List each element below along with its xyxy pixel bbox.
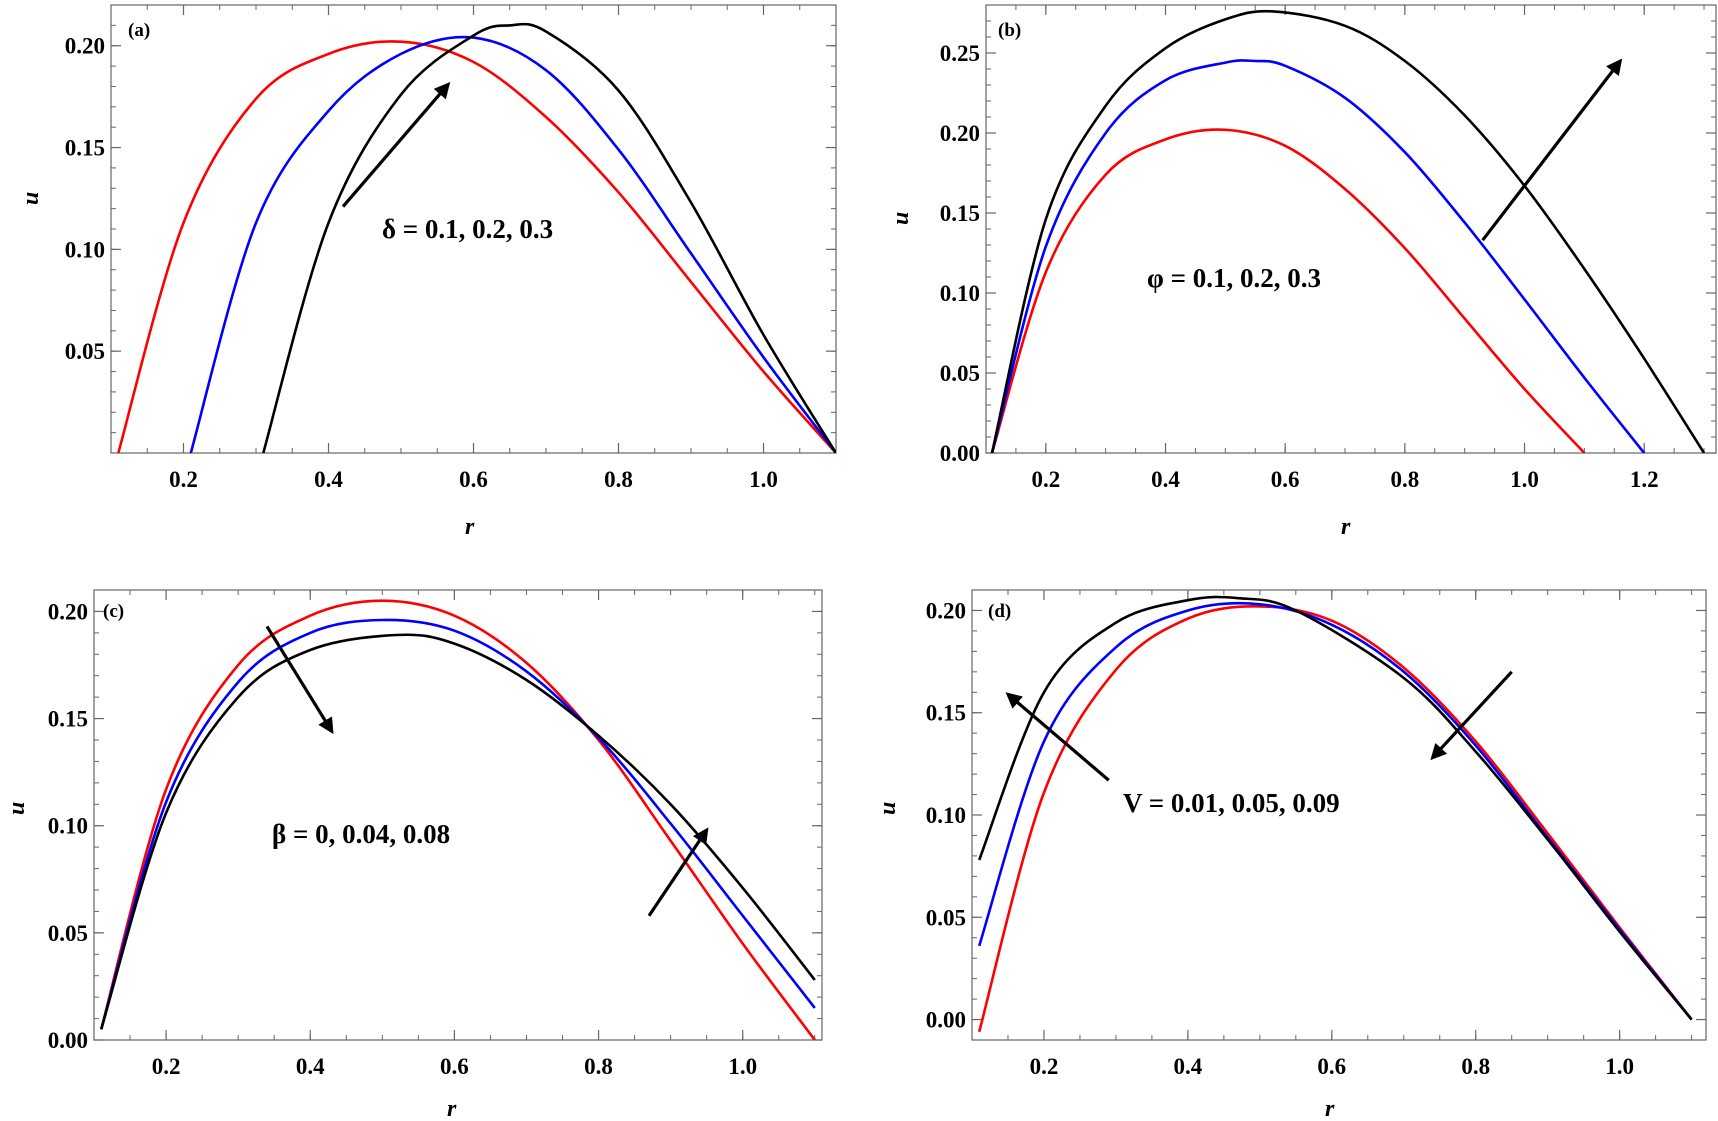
panel-c-xtick-label: 1.0 <box>728 1054 757 1079</box>
panel-b-label: (b) <box>998 20 1021 41</box>
panel-a-ytick-label: 0.05 <box>65 339 105 364</box>
panel-c-ytick-label: 0.10 <box>48 814 88 839</box>
panel-b-xtick-label: 1.0 <box>1510 467 1539 492</box>
panel-d-xtick-label: 0.2 <box>1030 1054 1059 1079</box>
panel-c-frame <box>93 589 823 1041</box>
panel-b-ytick-label: 0.05 <box>940 361 980 386</box>
panel-d-series-3-line <box>977 595 1693 1021</box>
panel-b-ytick-label: 0.00 <box>940 441 980 466</box>
panel-b-ytick-label: 0.10 <box>940 281 980 306</box>
panel-d-ytick-label: 0.10 <box>926 803 966 828</box>
panel-c-xtick-label: 0.8 <box>584 1054 613 1079</box>
panel-b-xtick-label: 0.2 <box>1031 467 1060 492</box>
panel-a-label: (a) <box>128 20 150 41</box>
panel-c-xtick-label: 0.2 <box>152 1054 181 1079</box>
panel-c-xtick-label: 0.4 <box>296 1054 325 1079</box>
panel-c-series-1-line <box>99 599 816 1040</box>
panel-b-arrow-1 <box>1481 58 1623 242</box>
panel-d-xtick-label: 0.4 <box>1174 1054 1203 1079</box>
panel-d-ytick-label: 0.20 <box>926 598 966 623</box>
panel-c-series-2-line <box>99 618 816 1030</box>
panel-b-series-1-line <box>990 128 1586 453</box>
panel-b-xtick-label: 0.4 <box>1151 467 1180 492</box>
panel-b-frame <box>985 4 1717 454</box>
panel-c-annotation: β = 0, 0.04, 0.08 <box>272 819 450 849</box>
panel-b-xtick-label: 1.2 <box>1630 467 1659 492</box>
panel-d-arrow-1 <box>1005 692 1110 782</box>
panel-b-ytick-label: 0.15 <box>940 201 980 226</box>
panel-d-arrow-2 <box>1430 670 1513 761</box>
panel-d: (d) V = 0.01, 0.05, 0.09 r u 0.2 0.4 0.6 0.… <box>875 589 1707 1121</box>
panel-b-xtick-label: 0.6 <box>1271 467 1300 492</box>
panel-a-annotation: δ = 0.1, 0.2, 0.3 <box>382 214 553 244</box>
panel-d-ylabel: u <box>875 802 901 815</box>
panel-a-ytick-label: 0.10 <box>65 237 105 262</box>
panel-d-label: (d) <box>988 601 1011 622</box>
panel-c-series-3-line <box>99 633 816 1030</box>
panel-b: (b) φ = 0.1, 0.2, 0.3 r u 0.2 0.4 0.6 0.8 1.… <box>888 4 1717 540</box>
panel-a-xtick-label: 0.6 <box>459 467 488 492</box>
panel-c-ylabel: u <box>4 802 30 815</box>
panel-a-series-1-line <box>117 40 836 453</box>
panel-c-ytick-label: 0.15 <box>48 707 88 732</box>
panel-a-xtick-label: 0.2 <box>169 467 198 492</box>
panel-a-arrow-1 <box>341 81 451 208</box>
panel-c-xtick-label: 0.6 <box>440 1054 469 1079</box>
panel-b-ylabel: u <box>888 212 914 225</box>
panel-a-series-3-line <box>262 22 836 453</box>
panel-a-xlabel: r <box>465 514 475 540</box>
panel-c-ytick-label: 0.05 <box>48 921 88 946</box>
panel-c-ytick-label: 0.00 <box>48 1028 88 1053</box>
panel-a-xtick-label: 0.8 <box>604 467 633 492</box>
panel-a-xtick-label: 0.4 <box>314 467 343 492</box>
panel-a: (a) δ = 0.1, 0.2, 0.3 r u 0.2 0.4 0.6 0.8 1.… <box>18 4 837 540</box>
panel-d-ytick-label: 0.00 <box>926 1008 966 1033</box>
panel-a-ytick-label: 0.15 <box>65 136 105 161</box>
panel-a-series-2-line <box>189 35 836 453</box>
panel-c-arrow-2 <box>647 827 709 917</box>
panel-c-xlabel: r <box>447 1096 457 1121</box>
panel-d-xtick-label: 0.8 <box>1461 1054 1490 1079</box>
panel-d-xlabel: r <box>1325 1096 1335 1121</box>
panel-a-xtick-label: 1.0 <box>749 467 778 492</box>
panel-c-label: (c) <box>103 601 124 622</box>
panel-b-xtick-label: 0.8 <box>1390 467 1419 492</box>
panel-b-ytick-label: 0.20 <box>940 121 980 146</box>
panel-b-series-2-line <box>990 59 1646 453</box>
panel-d-xtick-label: 1.0 <box>1605 1054 1634 1079</box>
panel-d-xtick-label: 0.6 <box>1317 1054 1346 1079</box>
panel-c: (c) β = 0, 0.04, 0.08 r u 0.2 0.4 0.6 0.8 1.… <box>4 589 823 1121</box>
panel-c-arrow-1 <box>265 625 334 735</box>
panel-b-annotation: φ = 0.1, 0.2, 0.3 <box>1147 263 1321 293</box>
panel-b-series-3-line <box>990 9 1706 453</box>
panel-b-xlabel: r <box>1341 514 1351 540</box>
panel-d-annotation: V = 0.01, 0.05, 0.09 <box>1123 788 1340 818</box>
panel-d-ytick-label: 0.15 <box>926 701 966 726</box>
panel-a-ytick-label: 0.20 <box>65 34 105 59</box>
panel-d-ytick-label: 0.05 <box>926 905 966 930</box>
panel-c-ytick-label: 0.20 <box>48 599 88 624</box>
panel-d-series-1-line <box>977 605 1693 1033</box>
panel-a-ylabel: u <box>18 192 44 205</box>
panel-b-ytick-label: 0.25 <box>940 41 980 66</box>
